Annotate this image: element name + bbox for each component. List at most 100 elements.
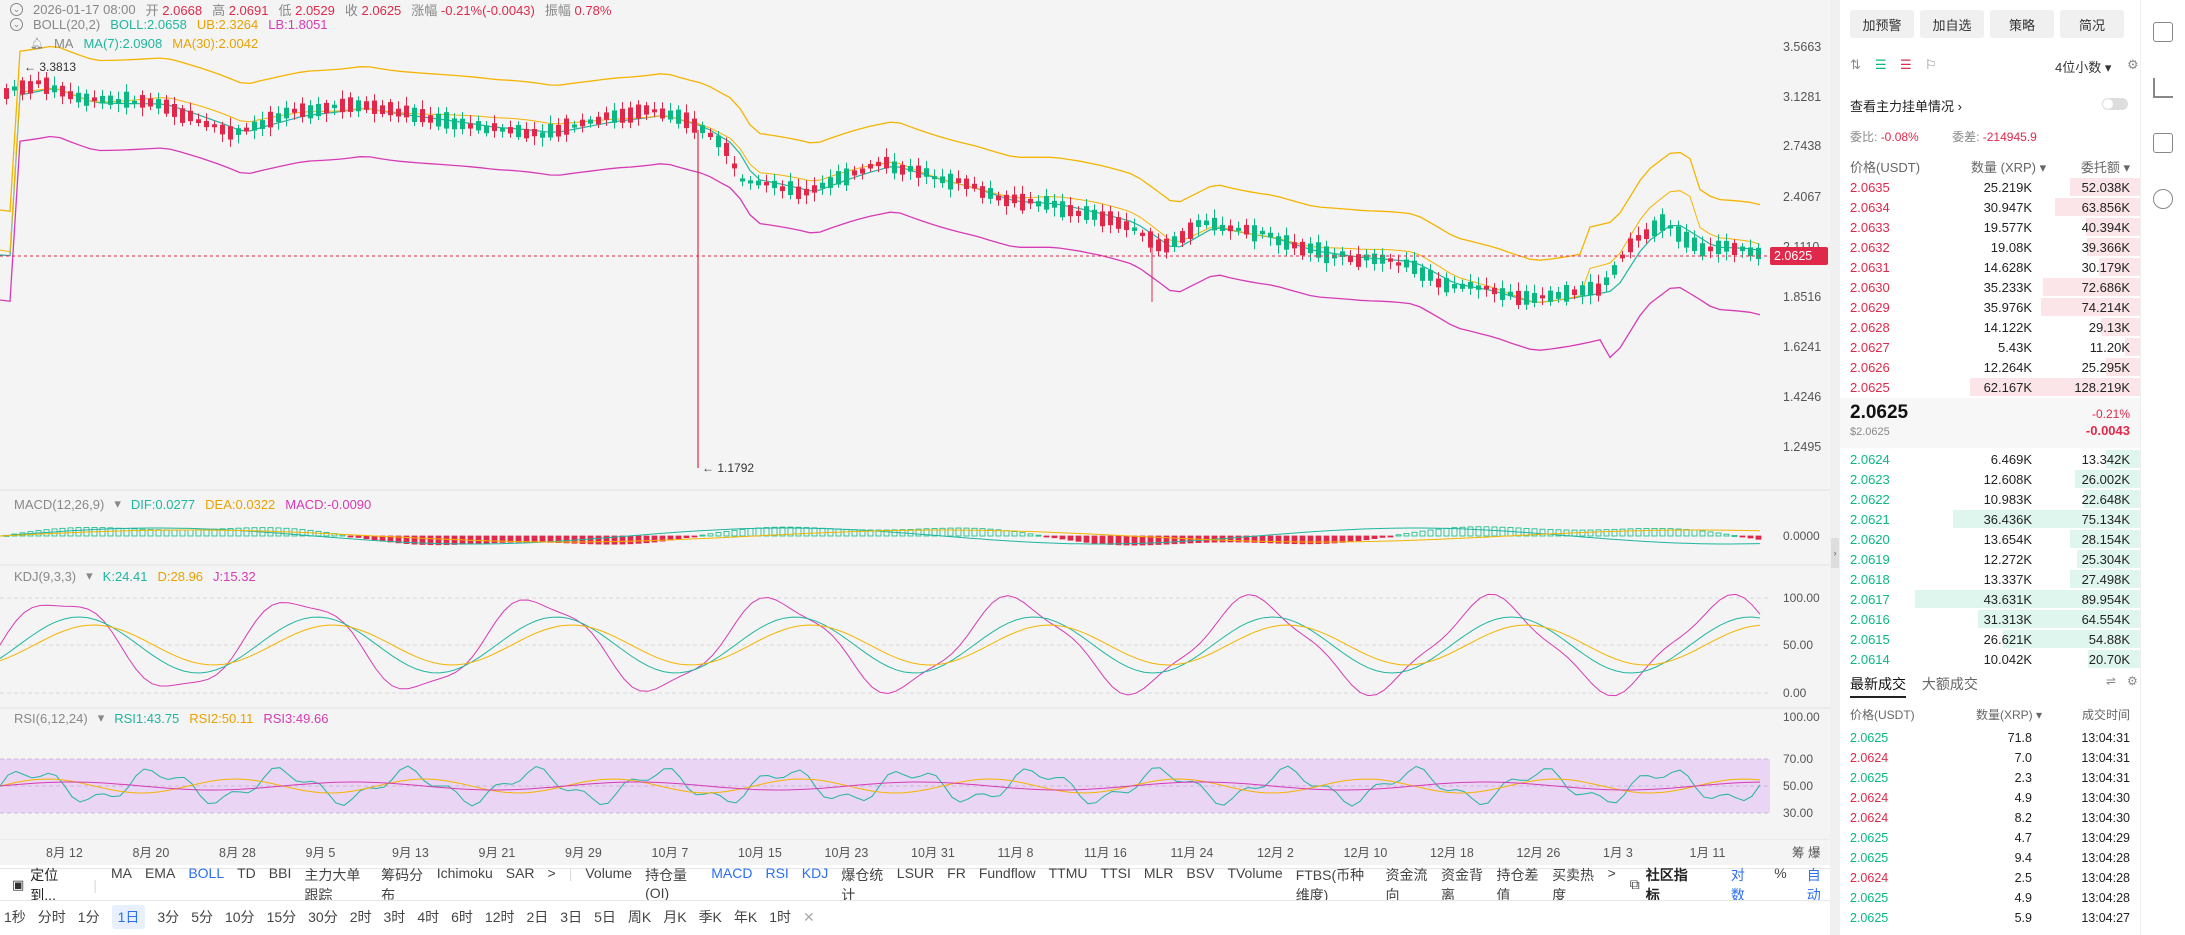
timeframe-22[interactable]: ✕ <box>803 908 815 925</box>
collapse-arrow-icon[interactable]: › <box>1831 538 1839 568</box>
link-icon[interactable] <box>2153 189 2173 209</box>
tab-big-trades[interactable]: 大额成交 <box>1921 676 1978 692</box>
top-button-1[interactable]: 加自选 <box>1920 10 1984 38</box>
depth-link[interactable]: 查看主力挂单情况 › <box>1850 99 1962 114</box>
bid-row[interactable]: 2.0622 10.983K 22.648K <box>1840 489 2140 509</box>
kline-chart-svg[interactable]: 3.56633.12812.74382.40672.11101.85161.62… <box>0 0 1830 865</box>
collapse-icon[interactable]: ⌄ <box>10 18 23 31</box>
locate-button[interactable]: 定位到... <box>30 866 59 903</box>
indicator-25[interactable]: 资金流向 <box>1385 866 1428 903</box>
bid-row[interactable]: 2.0614 10.042K 20.70K <box>1840 649 2140 669</box>
indicator-28[interactable]: 买卖热度 <box>1552 866 1595 903</box>
dropdown-icon[interactable]: ▾ <box>114 496 121 511</box>
indicator-29[interactable]: > <box>1607 864 1616 881</box>
kdj-name[interactable]: KDJ(9,3,3) <box>14 568 77 584</box>
community-indicator-button[interactable]: 社区指标 <box>1645 866 1688 903</box>
timeframe-2[interactable]: 1分 <box>77 909 100 925</box>
indicator-21[interactable]: MLR <box>1143 864 1174 881</box>
timeframe-16[interactable]: 5日 <box>594 909 616 925</box>
axis-option-0[interactable]: 对数 <box>1730 866 1745 903</box>
indicator-20[interactable]: TTSI <box>1100 864 1131 881</box>
ask-row[interactable]: 2.0630 35.233K 72.686K <box>1840 277 2140 297</box>
timeframe-8[interactable]: 30分 <box>308 909 338 925</box>
timeframe-9[interactable]: 2时 <box>349 909 372 925</box>
timeframe-1[interactable]: 分时 <box>37 909 66 925</box>
indicator-6[interactable]: 筹码分布 <box>381 866 424 903</box>
indicator-27[interactable]: 持仓差值 <box>1496 866 1539 903</box>
bid-row[interactable]: 2.0615 26.621K 54.88K <box>1840 629 2140 649</box>
trade-filter-icon[interactable]: ⇌ <box>2106 674 2117 688</box>
indicator-4[interactable]: BBI <box>268 864 292 881</box>
indicator-18[interactable]: Fundflow <box>978 864 1036 881</box>
ask-row[interactable]: 2.0628 14.122K 29.13K <box>1840 317 2140 337</box>
axis-option-2[interactable]: 自动 <box>1806 866 1821 903</box>
ask-row[interactable]: 2.0632 19.08K 39.366K <box>1840 237 2140 257</box>
indicator-2[interactable]: BOLL <box>188 864 225 881</box>
timeframe-21[interactable]: 1时 <box>769 909 792 925</box>
indicator-3[interactable]: TD <box>237 864 256 881</box>
indicator-16[interactable]: LSUR <box>896 864 935 881</box>
kline-chart-area[interactable]: 3.56633.12812.74382.40672.11101.85161.62… <box>0 0 1830 865</box>
ask-row[interactable]: 2.0631 14.628K 30.179K <box>1840 257 2140 277</box>
data-icon[interactable] <box>2153 133 2173 153</box>
timeframe-3[interactable]: 1日 <box>111 905 146 929</box>
indicator-11[interactable]: 持仓量 (OI) <box>645 866 688 901</box>
trade-col-amount[interactable]: 数量(XRP) ▾ <box>1976 708 2043 722</box>
axis-option-1[interactable]: % <box>1774 864 1787 881</box>
indicator-5[interactable]: 主力大单跟踪 <box>304 866 361 903</box>
col-total[interactable]: 委托额 ▾ <box>2080 160 2130 175</box>
top-button-2[interactable]: 策略 <box>1990 10 2054 38</box>
depth-toggle[interactable] <box>2102 98 2128 110</box>
timeframe-19[interactable]: 季K <box>698 909 722 925</box>
bid-row[interactable]: 2.0624 6.469K 13.342K <box>1840 449 2140 469</box>
chart-icon[interactable] <box>2153 78 2173 98</box>
bid-row[interactable]: 2.0618 13.337K 27.498K <box>1840 569 2140 589</box>
bid-row[interactable]: 2.0621 36.436K 75.134K <box>1840 509 2140 529</box>
rsi-name[interactable]: RSI(6,12,24) <box>14 710 88 726</box>
indicator-1[interactable]: EMA <box>144 864 176 881</box>
indicator-19[interactable]: TTMU <box>1048 864 1088 881</box>
bell-icon[interactable]: 🔔︎ <box>30 38 44 50</box>
timeframe-4[interactable]: 3分 <box>157 909 180 925</box>
community-icon[interactable]: ⧉ <box>1629 876 1640 892</box>
bid-row[interactable]: 2.0616 31.313K 64.554K <box>1840 609 2140 629</box>
indicator-9[interactable]: > <box>547 864 556 881</box>
indicator-13[interactable]: RSI <box>765 864 789 881</box>
bid-row[interactable]: 2.0620 13.654K 28.154K <box>1840 529 2140 549</box>
timeframe-17[interactable]: 周K <box>627 909 652 925</box>
dropdown-icon[interactable]: ▾ <box>86 568 93 583</box>
ask-row[interactable]: 2.0629 35.976K 74.214K <box>1840 297 2140 317</box>
timeframe-18[interactable]: 月K <box>663 909 687 925</box>
indicator-24[interactable]: FTBS(币种维度) <box>1295 866 1365 903</box>
indicator-10[interactable]: Volume <box>585 864 633 881</box>
locate-icon[interactable]: ▣ <box>12 876 25 892</box>
bid-row[interactable]: 2.0623 12.608K 26.002K <box>1840 469 2140 489</box>
ask-row[interactable]: 2.0634 30.947K 63.856K <box>1840 197 2140 217</box>
calculator-icon[interactable] <box>2153 22 2173 42</box>
ask-row[interactable]: 2.0626 12.264K 25.295K <box>1840 357 2140 377</box>
decimals-select[interactable]: 4位小数 ▾ <box>2055 60 2112 75</box>
timeframe-12[interactable]: 6时 <box>451 909 473 925</box>
trade-settings-icon[interactable]: ⚙ <box>2127 674 2138 688</box>
panel-divider[interactable]: › <box>1830 0 1840 935</box>
indicator-22[interactable]: BSV <box>1186 864 1215 881</box>
tab-latest-trades[interactable]: 最新成交 <box>1850 676 1906 698</box>
timeframe-5[interactable]: 5分 <box>191 909 213 925</box>
ask-row[interactable]: 2.0635 25.219K 52.038K <box>1840 177 2140 197</box>
indicator-8[interactable]: SAR <box>505 864 535 881</box>
timeframe-14[interactable]: 2日 <box>526 909 549 925</box>
top-button-0[interactable]: 加预警 <box>1850 10 1914 38</box>
orderbook-both-icon[interactable]: ⇅ <box>1850 57 1861 72</box>
dropdown-icon[interactable]: ▾ <box>97 710 105 725</box>
indicator-0[interactable]: MA <box>110 864 132 881</box>
timeframe-15[interactable]: 3日 <box>560 909 583 925</box>
timeframe-10[interactable]: 3时 <box>383 909 406 925</box>
orderbook-flag-icon[interactable]: ⚐ <box>1925 57 1937 72</box>
timeframe-11[interactable]: 4时 <box>417 909 440 925</box>
indicator-17[interactable]: FR <box>947 864 966 881</box>
orderbook-list-icon[interactable]: ☰ <box>1875 57 1887 72</box>
timeframe-6[interactable]: 10分 <box>224 909 255 925</box>
ask-row[interactable]: 2.0625 62.167K 128.219K <box>1840 377 2140 397</box>
ask-row[interactable]: 2.0627 5.43K 11.20K <box>1840 337 2140 357</box>
timeframe-0[interactable]: 1秒 <box>4 909 26 925</box>
